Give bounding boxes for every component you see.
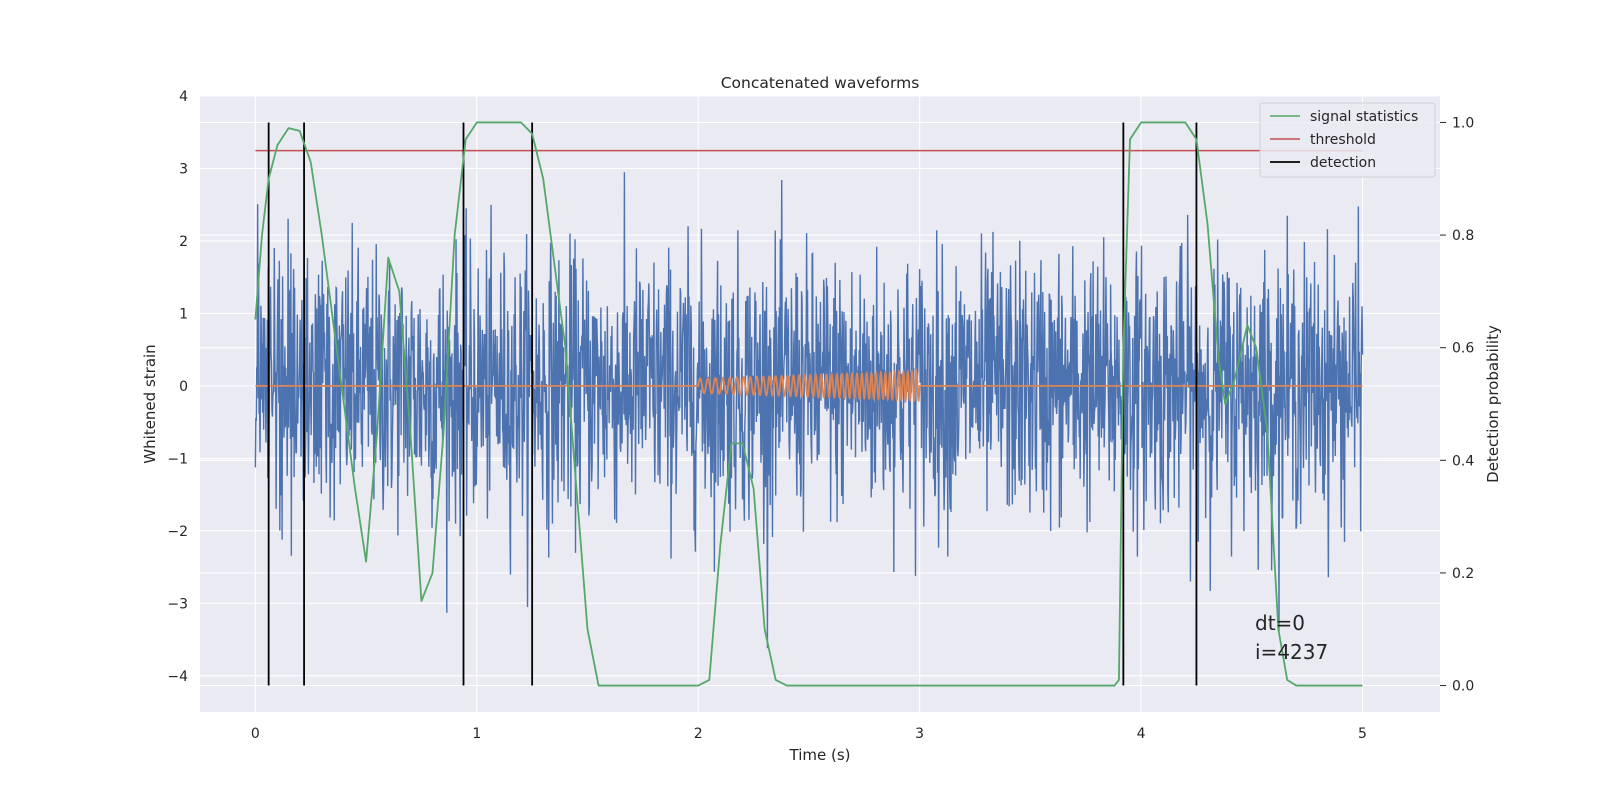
- y2-tick-label: 1.0: [1452, 115, 1474, 131]
- y-tick-label: −4: [167, 669, 188, 685]
- detection-series: [267, 122, 1198, 686]
- y-tick-label: −3: [167, 596, 188, 612]
- x-tick-label: 4: [1137, 726, 1146, 742]
- legend-label-signal-statistics: signal statistics: [1310, 109, 1418, 125]
- legend-label-detection: detection: [1310, 155, 1376, 171]
- y-axis: −4 −3 −2 −1 0 1 2 3 4: [167, 89, 188, 685]
- annotation-index: i=4237: [1255, 640, 1328, 664]
- x-tick-label: 1: [472, 726, 481, 742]
- legend: signal statistics threshold detection: [1259, 102, 1436, 178]
- chart-title: Concatenated waveforms: [721, 74, 920, 92]
- injected-signal-line: [255, 367, 1363, 404]
- y-tick-label: 4: [179, 89, 188, 105]
- y2-tick-label: 0.8: [1452, 228, 1474, 244]
- strain-series: [254, 172, 1364, 649]
- y-axis-title: Whitened strain: [141, 344, 159, 463]
- y2-tick-label: 0.6: [1452, 341, 1474, 357]
- y-tick-label: 2: [179, 234, 188, 250]
- annotation-dt: dt=0: [1255, 611, 1305, 635]
- x-tick-label: 3: [915, 726, 924, 742]
- y2-tick-label: 0.4: [1452, 453, 1474, 469]
- y2-tick-label: 0.2: [1452, 566, 1474, 582]
- strain-line: [254, 172, 1364, 649]
- y-tick-label: −2: [167, 524, 188, 540]
- legend-label-threshold: threshold: [1310, 132, 1376, 148]
- x-tick-label: 5: [1358, 726, 1367, 742]
- y2-axis-title: Detection probability: [1484, 325, 1502, 483]
- y-tick-label: 1: [179, 306, 188, 322]
- y-tick-label: 3: [179, 161, 188, 177]
- y-tick-label: 0: [179, 379, 188, 395]
- x-axis: 0 1 2 3 4 5: [251, 726, 1367, 742]
- y-tick-label: −1: [167, 451, 188, 467]
- y2-axis: 0.0 0.2 0.4 0.6 0.8 1.0: [1440, 115, 1474, 695]
- x-tick-label: 2: [694, 726, 703, 742]
- x-tick-label: 0: [251, 726, 260, 742]
- injected-signal-series: [255, 367, 1363, 404]
- signal-statistics-line: [254, 121, 1363, 687]
- x-axis-title: Time (s): [789, 746, 851, 764]
- legend-box: [1259, 102, 1436, 178]
- signal-statistics-series: [254, 121, 1363, 687]
- y2-tick-label: 0.0: [1452, 679, 1474, 695]
